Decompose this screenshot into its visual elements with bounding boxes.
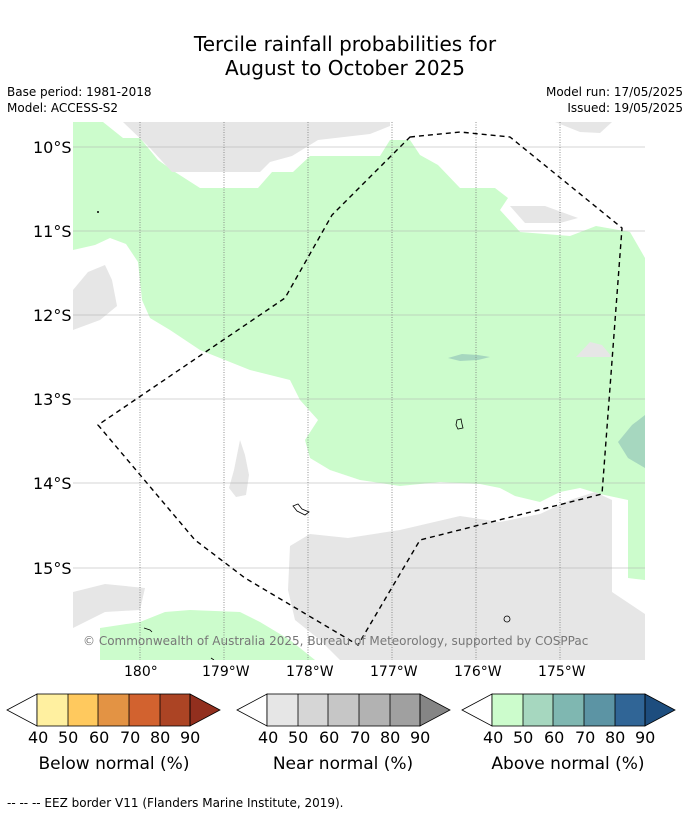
- legend-swatch-above-4: [615, 694, 645, 726]
- lat-label: 13°S: [33, 390, 72, 409]
- legend-tick: 80: [605, 728, 626, 747]
- lon-label: 176°W: [454, 664, 502, 680]
- above-normal-region-south: [100, 610, 315, 660]
- legend-arrow-left: [461, 693, 493, 727]
- legend-arrow-left: [236, 693, 268, 727]
- near-normal-region-west: [73, 265, 117, 330]
- legend-swatch-near-2: [328, 694, 359, 726]
- legend-swatch-near-0: [267, 694, 298, 726]
- legend-tick: 60: [319, 728, 340, 747]
- legend-arrow-right: [189, 693, 221, 727]
- island-outline-s: [210, 657, 215, 660]
- lon-label: 179°W: [202, 664, 250, 680]
- legend-swatch-near-3: [359, 694, 390, 726]
- near-normal-region-ne: [555, 122, 612, 133]
- legend-tick: 50: [288, 728, 309, 747]
- legend-label-above-normal: Above normal (%): [491, 754, 645, 774]
- lat-label: 15°S: [33, 559, 72, 578]
- lat-label: 11°S: [33, 222, 72, 241]
- legend-swatch-below-2: [98, 694, 129, 726]
- base-period: Base period: 1981-2018: [7, 85, 152, 99]
- lon-gridlines: [139, 122, 561, 660]
- island-outline-small: [292, 503, 310, 516]
- near-normal-patch-far-east: [576, 342, 612, 357]
- legend-label-below-normal: Below normal (%): [38, 754, 190, 774]
- legend-swatch-below-0: [37, 694, 68, 726]
- island-outline-sw: [143, 627, 153, 633]
- map-title-line2: August to October 2025: [224, 56, 466, 80]
- legend-swatch-above-0: [492, 694, 523, 726]
- legend-tick: 50: [513, 728, 534, 747]
- legend-swatch-below-4: [160, 694, 190, 726]
- legend-swatch-below-3: [129, 694, 160, 726]
- legend-arrow-right: [419, 693, 451, 727]
- legend-tick: 90: [635, 728, 656, 747]
- legend-above-normal: [461, 693, 676, 727]
- lat-label: 10°S: [33, 138, 72, 157]
- legend-tick: 70: [120, 728, 141, 747]
- legend-tick: 60: [544, 728, 565, 747]
- island-dot-north: [97, 211, 99, 213]
- model-name: Model: ACCESS-S2: [7, 101, 119, 115]
- legend-near-normal: [236, 693, 451, 727]
- legend-tick: 70: [575, 728, 596, 747]
- lon-label: 177°W: [370, 664, 418, 680]
- legend-swatch-near-1: [298, 694, 328, 726]
- lon-label: 178°W: [286, 664, 334, 680]
- copyright-text: © Commonwealth of Australia 2025, Bureau…: [83, 634, 589, 648]
- legend-tick: 80: [150, 728, 171, 747]
- legend-label-near-normal: Near normal (%): [272, 754, 414, 774]
- legend-tick: 60: [89, 728, 110, 747]
- lon-label: 175°W: [538, 664, 586, 680]
- lon-label: 180°: [124, 664, 158, 680]
- lat-gridlines: [73, 146, 645, 569]
- legend-swatch-below-1: [68, 694, 98, 726]
- issued-date: Issued: 19/05/2025: [567, 101, 683, 115]
- legend-tick: 40: [483, 728, 504, 747]
- near-normal-region-south: [288, 492, 645, 660]
- island-outline: [455, 418, 464, 430]
- lat-label: 12°S: [33, 306, 72, 325]
- map-area: [73, 122, 645, 660]
- near-normal-region-sw: [73, 584, 145, 628]
- legend-tick: 40: [28, 728, 49, 747]
- legend-tick: 40: [258, 728, 279, 747]
- above-normal-50-patch: [618, 415, 645, 468]
- legend-swatch-near-4: [390, 694, 420, 726]
- model-run: Model run: 17/05/2025: [545, 85, 683, 99]
- above-normal-50-patch-small: [448, 354, 490, 361]
- island-dot: [503, 615, 511, 623]
- legend-arrow-right: [644, 693, 676, 727]
- legend-colorbars: [6, 693, 676, 727]
- above-normal-region: [73, 122, 645, 580]
- legend-tick: 90: [410, 728, 431, 747]
- legend-swatch-above-3: [584, 694, 615, 726]
- near-normal-patch-east: [510, 206, 578, 223]
- legend-tick: 90: [180, 728, 201, 747]
- legend-tick: 50: [58, 728, 79, 747]
- map-title-line1: Tercile rainfall probabilities for: [193, 32, 497, 56]
- lat-label: 14°S: [33, 474, 72, 493]
- legend-below-normal: [6, 693, 221, 727]
- legend-arrow-left: [6, 693, 38, 727]
- legend-swatch-above-1: [523, 694, 553, 726]
- legend-tick: 70: [350, 728, 371, 747]
- legend-tick: 80: [380, 728, 401, 747]
- eez-border: [96, 131, 623, 646]
- eez-footnote: -- -- -- EEZ border V11 (Flanders Marine…: [7, 796, 344, 810]
- legend-swatch-above-2: [553, 694, 584, 726]
